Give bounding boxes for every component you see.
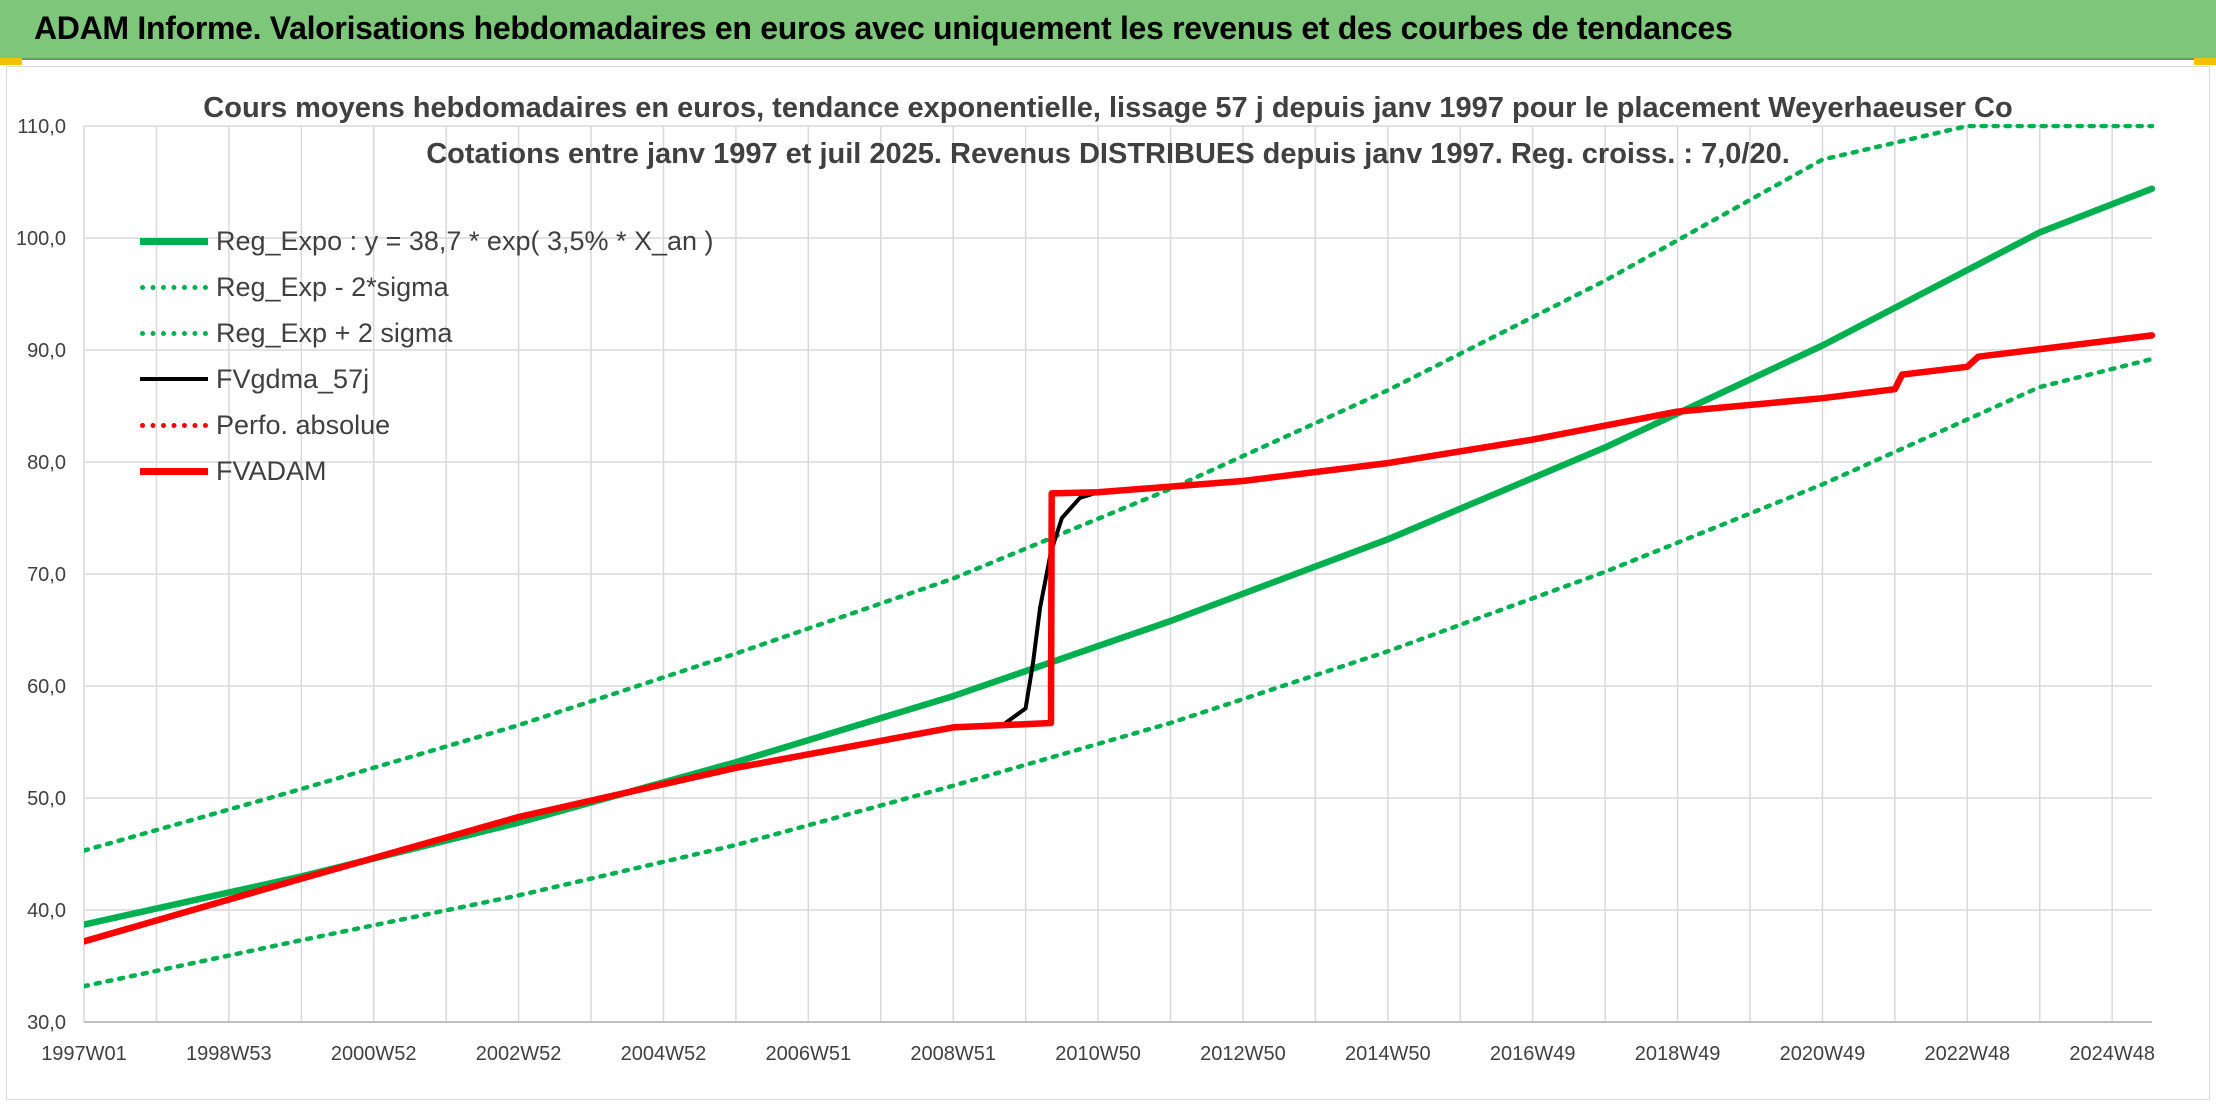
x-tick-label: 2018W49 xyxy=(1635,1043,1721,1065)
legend-swatch xyxy=(140,284,208,290)
legend-label: Reg_Exp + 2 sigma xyxy=(216,317,453,348)
legend-item: Reg_Exp - 2*sigma xyxy=(140,264,714,310)
chart-subtitle: Cotations entre janv 1997 et juil 2025. … xyxy=(426,138,1790,170)
legend-swatch xyxy=(140,467,208,475)
y-tick-label: 60,0 xyxy=(27,676,66,698)
legend-label: FVADAM xyxy=(216,455,327,486)
legend-swatch xyxy=(140,377,208,381)
app-title: ADAM Informe. Valorisations hebdomadaire… xyxy=(34,10,1733,46)
legend-item: Perfo. absolue xyxy=(140,402,714,448)
legend-item: Reg_Exp + 2 sigma xyxy=(140,310,714,356)
series-line-1 xyxy=(84,356,2155,989)
header-corner-left xyxy=(0,58,22,65)
chart-title: Cours moyens hebdomadaires en euros, ten… xyxy=(203,92,2013,124)
x-tick-label: 2016W49 xyxy=(1490,1043,1576,1065)
x-tick-label: 2000W52 xyxy=(331,1043,417,1065)
x-tick-label: 1998W53 xyxy=(186,1043,272,1065)
x-tick-label: 2002W52 xyxy=(476,1043,562,1065)
legend-label: Reg_Exp - 2*sigma xyxy=(216,271,449,302)
legend-item: Reg_Expo : y = 38,7 * exp( 3,5% * X_an ) xyxy=(140,218,714,264)
legend-swatch xyxy=(140,330,208,336)
series-line-5 xyxy=(84,332,2156,945)
x-tick-label: 2020W49 xyxy=(1780,1043,1866,1065)
x-tick-label: 2024W48 xyxy=(2069,1043,2155,1065)
legend-label: FVgdma_57j xyxy=(216,363,370,394)
x-tick-label: 2010W50 xyxy=(1055,1043,1141,1065)
header-corner-right xyxy=(2194,58,2216,65)
x-tick-label: 1997W01 xyxy=(41,1043,127,1065)
y-tick-label: 30,0 xyxy=(27,1012,66,1034)
legend-item: FVADAM xyxy=(140,448,714,494)
app-header: ADAM Informe. Valorisations hebdomadaire… xyxy=(0,0,2216,60)
x-tick-label: 2004W52 xyxy=(621,1043,707,1065)
y-tick-label: 80,0 xyxy=(27,452,66,474)
y-tick-label: 100,0 xyxy=(16,228,66,250)
gridlines xyxy=(83,125,2152,1023)
legend-label: Perfo. absolue xyxy=(216,409,391,440)
x-tick-label: 2008W51 xyxy=(910,1043,996,1065)
chart-legend: Reg_Expo : y = 38,7 * exp( 3,5% * X_an )… xyxy=(140,218,714,494)
y-tick-label: 40,0 xyxy=(27,900,66,922)
y-tick-label: 90,0 xyxy=(27,340,66,362)
x-tick-label: 2014W50 xyxy=(1345,1043,1431,1065)
y-tick-label: 70,0 xyxy=(27,564,66,586)
y-tick-label: 110,0 xyxy=(17,116,66,138)
series-lines xyxy=(84,124,2156,989)
axes: 30,0 40,0 50,0 60,0 70,0 80,0 90,0 100,0 110,0 19… xyxy=(16,116,2155,1065)
x-tick-label: 2022W48 xyxy=(1924,1043,2010,1065)
legend-swatch xyxy=(140,422,208,428)
x-tick-label: 2006W51 xyxy=(766,1043,852,1065)
legend-label: Reg_Expo : y = 38,7 * exp( 3,5% * X_an ) xyxy=(216,225,714,256)
legend-item: FVgdma_57j xyxy=(140,356,714,402)
y-tick-label: 50,0 xyxy=(27,788,66,810)
x-tick-label: 2012W50 xyxy=(1200,1043,1286,1065)
legend-swatch xyxy=(140,237,208,245)
